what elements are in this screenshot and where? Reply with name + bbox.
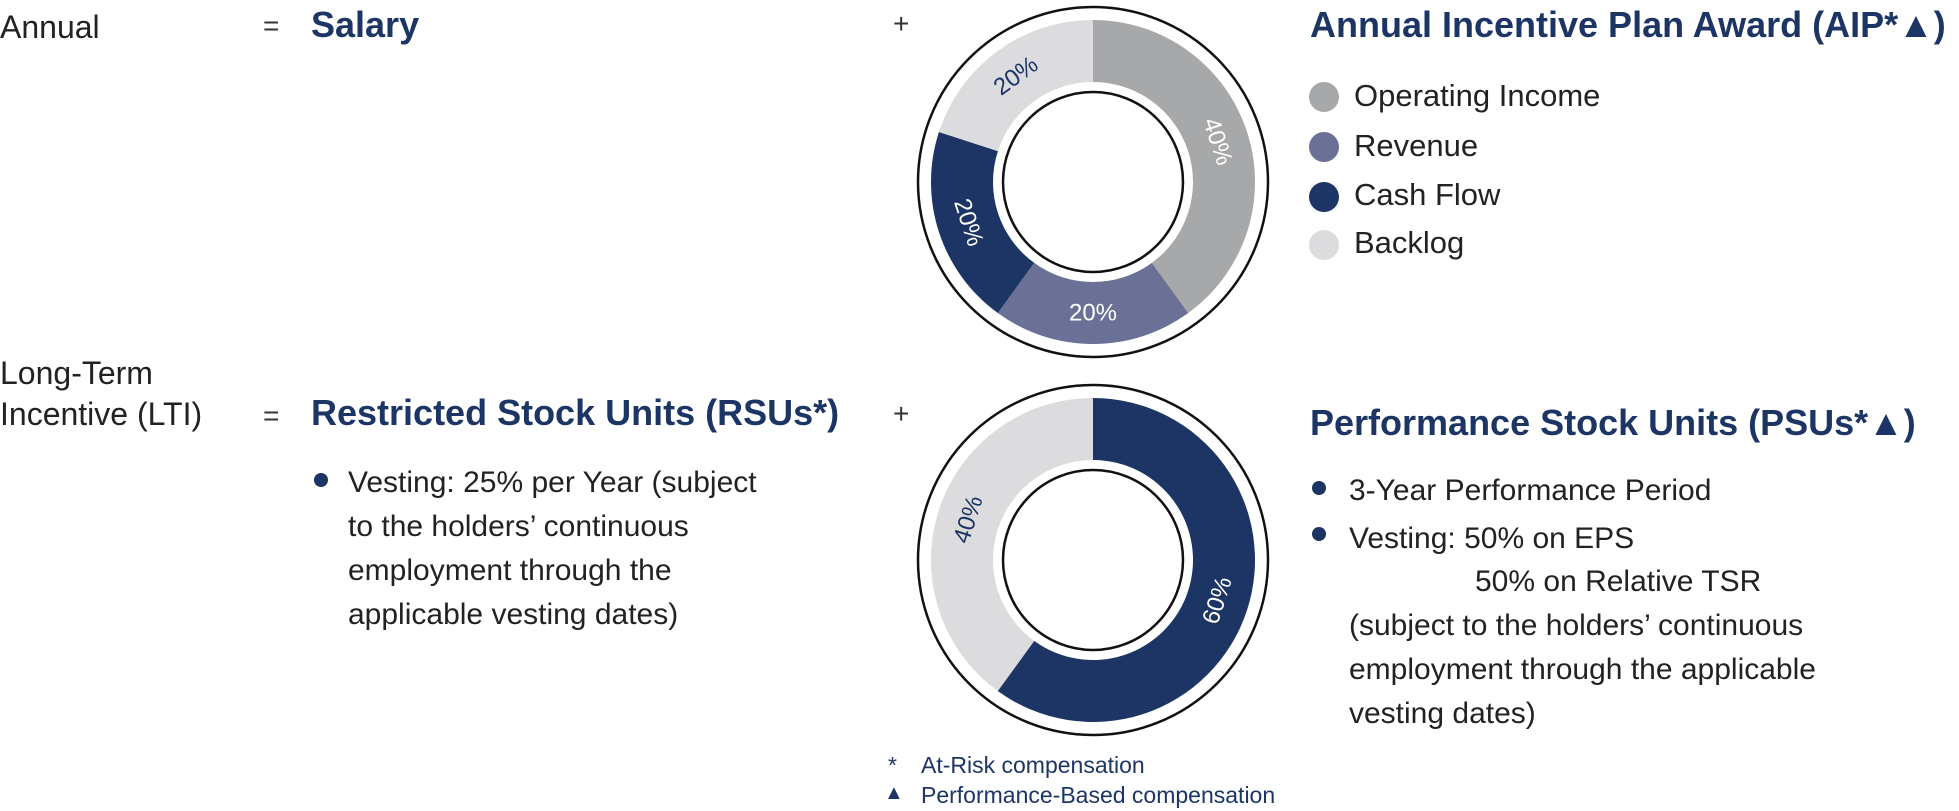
rsu-text-line2: to the holders’ continuous <box>348 510 689 543</box>
row-label-lti-line1: Long-Term <box>0 355 153 391</box>
footnote-triangle-text: Performance-Based compensation <box>921 782 1276 808</box>
aip-title: Annual Incentive Plan Award (AIP*▲) <box>1310 4 1946 45</box>
legend-swatch-revenue <box>1309 132 1339 162</box>
footnote-star-text: At-Risk compensation <box>921 752 1145 778</box>
row-label-annual: Annual <box>0 9 100 45</box>
psu-text-bullet1: 3-Year Performance Period <box>1349 474 1712 507</box>
aip-donut-slice-2 <box>931 131 1035 314</box>
lti-mix-donut-chart: 60%40% <box>916 383 1270 737</box>
psu-text-line4: employment through the applicable <box>1349 653 1816 686</box>
psu-text-line2: 50% on Relative TSR <box>1475 565 1762 598</box>
plus-sign-annual: + <box>893 8 910 39</box>
footnote-triangle-icon: ▲ <box>884 782 904 804</box>
aip-donut-outer-ring <box>916 5 1270 359</box>
rsu-text-line4: applicable vesting dates) <box>348 598 679 631</box>
aip-donut-slice-0 <box>1093 20 1255 314</box>
psu-bullet-2 <box>1312 527 1326 541</box>
psu-text-line5: vesting dates) <box>1349 697 1536 730</box>
lti-donut-slice-1 <box>931 398 1093 692</box>
salary-title: Salary <box>311 4 420 45</box>
plus-sign-lti: + <box>893 398 910 429</box>
footnote-star-symbol: * <box>888 752 897 778</box>
aip-weighting-donut-chart: 40%20%20%20% <box>916 5 1270 359</box>
psu-title: Performance Stock Units (PSUs*▲) <box>1310 402 1916 443</box>
equals-sign-lti: = <box>263 400 280 431</box>
lti-donut-outer-ring <box>916 383 1270 737</box>
aip-donut-slice-label-1: 20% <box>1069 300 1117 327</box>
legend-label-operating-income: Operating Income <box>1354 78 1601 113</box>
lti-donut-inner-ring <box>1001 468 1185 652</box>
legend-swatch-cash-flow <box>1309 182 1339 212</box>
rsu-bullet <box>314 473 328 487</box>
rsu-title: Restricted Stock Units (RSUs*) <box>311 392 840 433</box>
row-label-lti-line2: Incentive (LTI) <box>0 396 203 432</box>
aip-donut-slice-1 <box>997 262 1189 345</box>
legend-label-cash-flow: Cash Flow <box>1354 177 1501 212</box>
rsu-text-line3: employment through the <box>348 554 672 587</box>
equals-sign-annual: = <box>263 10 280 41</box>
legend-swatch-operating-income <box>1309 82 1339 112</box>
aip-donut-slice-3 <box>938 20 1093 152</box>
lti-donut-slice-0 <box>997 398 1255 722</box>
aip-donut-inner-ring <box>1001 90 1185 274</box>
legend-label-backlog: Backlog <box>1354 225 1465 260</box>
psu-text-line3: (subject to the holders’ continuous <box>1349 609 1804 642</box>
legend-swatch-backlog <box>1309 230 1339 260</box>
psu-bullet-1 <box>1312 481 1326 495</box>
psu-text-line1: Vesting: 50% on EPS <box>1349 522 1635 555</box>
rsu-text-line1: Vesting: 25% per Year (subject <box>348 466 757 499</box>
legend-label-revenue: Revenue <box>1354 128 1479 163</box>
